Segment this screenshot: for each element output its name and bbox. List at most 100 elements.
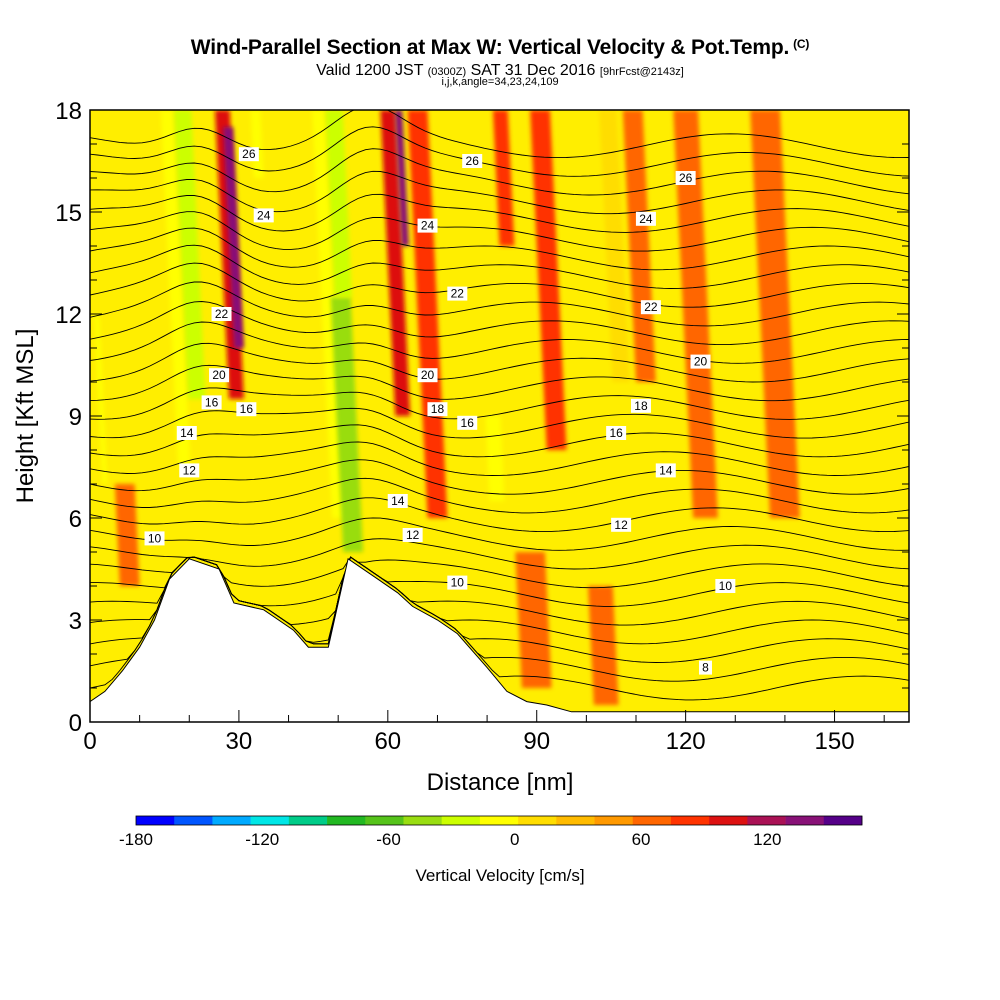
colorbar-frame <box>135 815 863 826</box>
colorbar-swatch <box>632 816 672 825</box>
chart-subtitle: Valid 1200 JST (0300Z) SAT 31 Dec 2016 [… <box>316 62 684 79</box>
contour-label: 12 <box>183 463 197 477</box>
contour-label: 14 <box>180 426 194 440</box>
contour-label-box <box>640 300 661 315</box>
colorbar-swatch <box>670 816 710 825</box>
colorbar-swatch <box>403 816 442 825</box>
contour-label-box <box>447 575 468 590</box>
contour-label-box <box>176 426 197 440</box>
theta-contour-line <box>90 441 909 476</box>
contour-label-box <box>606 426 627 440</box>
contour-label: 16 <box>240 402 254 416</box>
theta-contour-line <box>90 170 909 215</box>
contour-label: 14 <box>391 494 405 508</box>
contour-label-box <box>417 218 438 233</box>
velocity-band <box>588 586 619 705</box>
theta-contour-line <box>90 477 909 514</box>
velocity-band <box>750 110 800 518</box>
velocity-band <box>173 110 206 399</box>
contour-label-box <box>427 402 448 417</box>
contour-label: 24 <box>257 208 271 222</box>
forecast-info: [9hrFcst@2143z] <box>599 66 684 78</box>
contour-label-box <box>201 395 222 410</box>
colorbar-tick-label: -180 <box>119 830 153 849</box>
theta-contour-line <box>90 497 909 533</box>
contour-label: 22 <box>451 287 465 301</box>
y-axis: 0 3 6 9 12 15 18 <box>55 98 909 737</box>
colorbar-swatch <box>212 816 251 825</box>
contour-label: 20 <box>694 355 708 369</box>
colorbar-swatch <box>518 816 557 825</box>
contour-label-box <box>179 463 200 478</box>
copyright-mark: (C) <box>793 37 810 51</box>
velocity-band <box>492 110 515 246</box>
velocity-band <box>94 314 108 484</box>
velocity-band <box>530 110 567 450</box>
y-tick-label: 3 <box>69 608 82 635</box>
contour-label: 8 <box>702 661 709 675</box>
contour-label: 14 <box>659 463 673 477</box>
y-tick-label: 0 <box>69 710 82 737</box>
contour-label: 10 <box>719 579 733 593</box>
contour-label-box <box>690 354 711 369</box>
contour-label: 24 <box>639 212 653 226</box>
contour-label: 18 <box>431 402 445 416</box>
colorbar-tick-label: -120 <box>245 830 279 849</box>
x-axis: 0 30 60 90 120 150 <box>83 710 885 755</box>
colorbar-tick-label: -60 <box>376 830 401 849</box>
theta-contour-line <box>90 126 909 177</box>
contour-label-box <box>387 494 408 508</box>
contour-label-box <box>402 528 423 542</box>
theta-contour-line <box>90 424 909 458</box>
colorbar-label: Vertical Velocity [cm/s] <box>415 866 584 885</box>
theta-contour-line <box>90 387 909 420</box>
theta-contour-line <box>90 556 909 589</box>
y-tick-label: 9 <box>69 404 82 431</box>
x-axis-label: Distance [nm] <box>427 769 574 796</box>
grid-indices: i,j,k,angle=34,23,24,109 <box>441 76 559 88</box>
valid-zulu: (0300Z) <box>427 66 467 78</box>
colorbar-swatch <box>174 816 213 825</box>
colorbar-swatch <box>823 816 863 825</box>
theta-contour-line <box>90 193 909 233</box>
x-tick-label: 150 <box>815 728 855 755</box>
colorbar-swatch <box>136 816 175 825</box>
theta-contour-line <box>90 211 909 252</box>
y-axis-label: Height [Kft MSL] <box>12 329 39 504</box>
terrain <box>89 557 910 723</box>
contour-label-box <box>630 398 651 413</box>
contour-label-box <box>715 579 736 593</box>
y-tick-label: 6 <box>69 506 82 533</box>
colorbar-swatch <box>747 816 786 825</box>
contour-label-box <box>675 171 696 185</box>
colorbar-swatch <box>365 816 404 825</box>
x-tick-label: 0 <box>83 728 96 755</box>
x-tick-label: 30 <box>226 728 253 755</box>
contour-label-box <box>457 415 478 430</box>
contour-label: 16 <box>461 416 475 430</box>
contour-label: 24 <box>421 219 435 233</box>
chart-title: Wind-Parallel Section at Max W: Vertical… <box>190 36 810 59</box>
contour-label-box <box>209 368 230 383</box>
colorbar-swatch <box>288 816 328 825</box>
contour-label: 18 <box>634 399 648 413</box>
contour-label: 16 <box>205 395 219 409</box>
contour-label-box <box>236 402 257 417</box>
contour-label-box <box>447 286 468 301</box>
contour-label-box <box>144 531 165 546</box>
y-tick-label: 12 <box>55 302 82 329</box>
velocity-band <box>673 110 718 518</box>
theta-contour-line <box>90 110 909 159</box>
contour-label: 22 <box>644 300 658 314</box>
theta-contour-line <box>90 556 909 607</box>
colorbar-swatch <box>250 816 290 825</box>
y-tick-label: 15 <box>55 200 82 227</box>
velocity-band <box>515 552 552 688</box>
theta-contour-line <box>90 364 909 402</box>
theta-contour-line <box>90 262 909 308</box>
valid-date: SAT 31 Dec 2016 <box>470 62 596 79</box>
colorbar-tick-label: 0 <box>510 830 519 849</box>
theta-contour-line <box>90 148 909 196</box>
